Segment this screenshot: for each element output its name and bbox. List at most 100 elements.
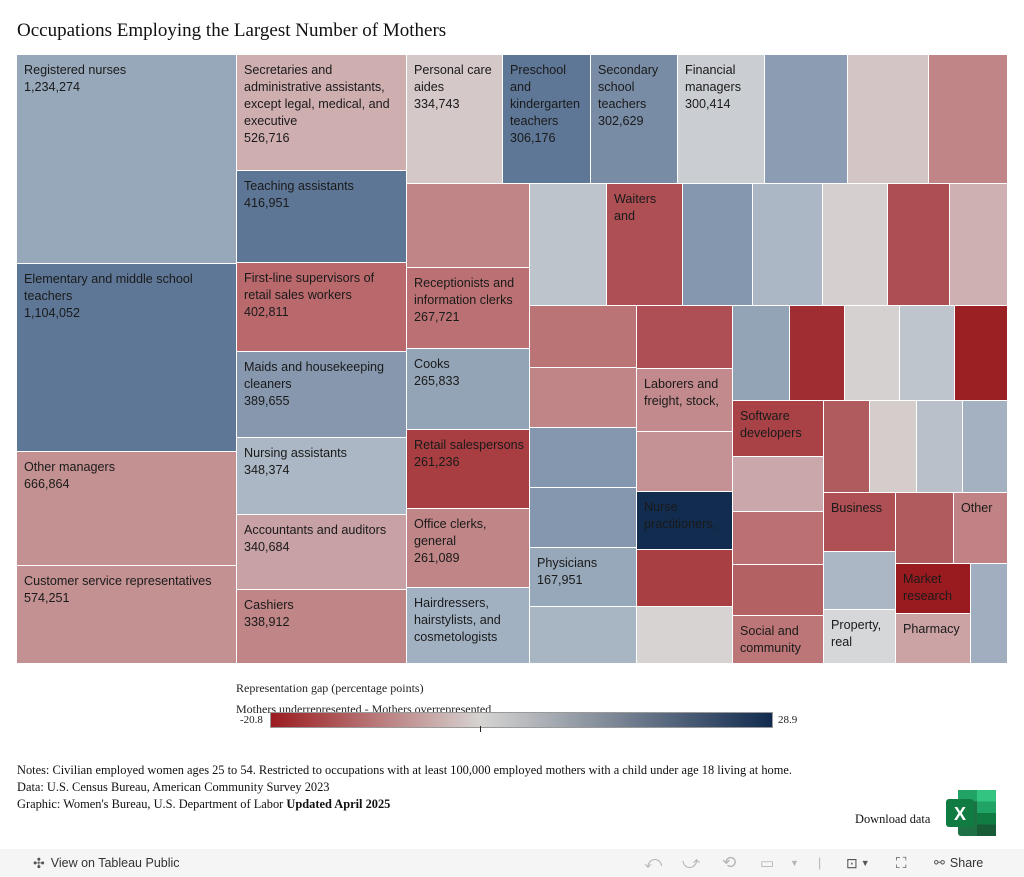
tile-label: Elementary and middle school teachers 1,1…	[24, 271, 232, 322]
treemap-tile[interactable]: Retail salespersons 261,236	[407, 430, 530, 509]
treemap-tile[interactable]: Customer service representatives 574,251	[17, 566, 237, 664]
treemap-tile[interactable]	[530, 306, 637, 368]
treemap-tile[interactable]	[530, 428, 637, 488]
tile-value: 574,251	[24, 591, 70, 605]
treemap-tile[interactable]	[530, 488, 637, 548]
treemap-tile[interactable]	[530, 184, 607, 306]
treemap-tile[interactable]	[637, 432, 733, 492]
data-source: Data: U.S. Census Bureau, American Commu…	[17, 780, 330, 794]
treemap-tile[interactable]	[637, 306, 733, 369]
tile-occupation: Hairdressers, hairstylists, and cosmetol…	[414, 596, 501, 644]
view-on-tableau-link[interactable]: ✣ View on Tableau Public	[33, 849, 180, 877]
treemap-tile[interactable]	[407, 184, 530, 268]
treemap-tile[interactable]	[870, 401, 917, 493]
share-button[interactable]: ⚯ Share	[934, 849, 983, 877]
tile-value: 302,629	[598, 114, 644, 128]
treemap-tile[interactable]	[824, 552, 896, 610]
treemap-tile[interactable]	[848, 55, 929, 184]
treemap-tile[interactable]	[733, 457, 824, 512]
download-icon[interactable]: ⊡ ▼	[846, 854, 870, 871]
treemap-tile[interactable]: Other	[954, 493, 1008, 564]
tile-label: Preschool and kindergarten teachers 306,1…	[510, 62, 586, 147]
treemap-tile[interactable]: Financial managers 300,414	[678, 55, 765, 184]
tile-label: Retail salespersons 261,236	[414, 437, 525, 471]
treemap-tile[interactable]: Market research	[896, 564, 971, 614]
treemap-tile[interactable]: Cooks 265,833	[407, 349, 530, 430]
treemap-tile[interactable]	[955, 306, 1008, 401]
tile-value: 402,811	[244, 305, 289, 319]
refresh-dropdown-icon[interactable]: ▼	[790, 858, 799, 868]
excel-icon[interactable]: X	[946, 790, 996, 836]
treemap-tile[interactable]: Accountants and auditors 340,684	[237, 515, 407, 590]
color-legend-gradient	[270, 712, 773, 728]
legend-title: Representation gap (percentage points)	[236, 681, 424, 695]
tile-occupation: Nursing assistants	[244, 446, 347, 460]
undo-icon[interactable]: ⤺	[644, 853, 663, 872]
treemap-tile[interactable]	[845, 306, 900, 401]
treemap-tile[interactable]	[530, 607, 637, 664]
treemap-tile[interactable]	[733, 565, 824, 616]
treemap-tile[interactable]	[790, 306, 845, 401]
treemap-tile[interactable]: Teaching assistants 416,951	[237, 171, 407, 263]
fullscreen-icon[interactable]: ⛶	[896, 854, 907, 872]
treemap-tile[interactable]: Receptionists and information clerks 267,…	[407, 268, 530, 349]
refresh-icon[interactable]: ▭	[760, 855, 775, 872]
tile-label: First-line supervisors of retail sales w…	[244, 270, 402, 321]
revert-icon[interactable]: ⟲	[722, 853, 737, 872]
redo-icon[interactable]: ⤻	[682, 853, 701, 872]
treemap-tile[interactable]	[971, 564, 1008, 664]
treemap-tile[interactable]	[963, 401, 1008, 493]
treemap-tile[interactable]: Secretaries and administrative assistant…	[237, 55, 407, 171]
treemap-tile[interactable]: Waiters and	[607, 184, 683, 306]
treemap-tile[interactable]	[637, 607, 733, 664]
treemap-tile[interactable]: Secondary school teachers 302,629	[591, 55, 678, 184]
treemap-tile[interactable]: Laborers and freight, stock,	[637, 369, 733, 432]
treemap-tile[interactable]: Registered nurses 1,234,274	[17, 55, 237, 264]
treemap-tile[interactable]: Property, real	[824, 610, 896, 664]
treemap-tile[interactable]: Maids and housekeeping cleaners 389,655	[237, 352, 407, 438]
treemap-tile[interactable]: First-line supervisors of retail sales w…	[237, 263, 407, 352]
treemap-tile[interactable]: Other managers 666,864	[17, 452, 237, 566]
tile-label: Financial managers 300,414	[685, 62, 760, 113]
treemap-tile[interactable]: Social and community	[733, 616, 824, 664]
treemap-tile[interactable]	[733, 306, 790, 401]
tile-label: Teaching assistants 416,951	[244, 178, 402, 212]
tile-occupation: Financial managers	[685, 63, 742, 94]
treemap-tile[interactable]: Hairdressers, hairstylists, and cosmetol…	[407, 588, 530, 664]
tile-label: Business	[831, 500, 891, 517]
treemap-tile[interactable]: Cashiers 338,912	[237, 590, 407, 664]
treemap-tile[interactable]: Personal care aides 334,743	[407, 55, 503, 184]
treemap-tile[interactable]	[824, 401, 870, 493]
tile-label: Registered nurses 1,234,274	[24, 62, 232, 96]
treemap-tile[interactable]: Physicians 167,951	[530, 548, 637, 607]
treemap-tile[interactable]	[753, 184, 823, 306]
treemap-tile[interactable]	[823, 184, 888, 306]
treemap-tile[interactable]	[917, 401, 963, 493]
treemap-tile[interactable]: Nurse practitioners,	[637, 492, 733, 550]
treemap-tile[interactable]	[637, 550, 733, 607]
treemap-tile[interactable]: Pharmacy	[896, 614, 971, 664]
treemap-tile[interactable]: Software developers	[733, 401, 824, 457]
treemap-tile[interactable]: Elementary and middle school teachers 1,1…	[17, 264, 237, 452]
treemap-tile[interactable]	[896, 493, 954, 564]
tile-label: Nurse practitioners,	[644, 499, 728, 533]
svg-text:X: X	[954, 804, 966, 824]
download-data-label[interactable]: Download data	[855, 812, 931, 826]
tile-label: Hairdressers, hairstylists, and cosmetol…	[414, 595, 525, 646]
treemap-tile[interactable]	[950, 184, 1008, 306]
treemap-tile[interactable]: Office clerks, general 261,089	[407, 509, 530, 588]
treemap-tile[interactable]	[929, 55, 1008, 184]
treemap-tile[interactable]	[733, 512, 824, 565]
treemap-tile[interactable]: Nursing assistants 348,374	[237, 438, 407, 515]
tile-occupation: Property, real	[831, 618, 882, 649]
treemap-tile[interactable]	[530, 368, 637, 428]
treemap-tile[interactable]: Business	[824, 493, 896, 552]
tile-label: Software developers	[740, 408, 819, 442]
treemap-tile[interactable]	[683, 184, 753, 306]
treemap-tile[interactable]: Preschool and kindergarten teachers 306,1…	[503, 55, 591, 184]
treemap-tile[interactable]	[888, 184, 950, 306]
tile-label: Nursing assistants 348,374	[244, 445, 402, 479]
tile-value: 526,716	[244, 131, 290, 145]
treemap-tile[interactable]	[765, 55, 848, 184]
treemap-tile[interactable]	[900, 306, 955, 401]
